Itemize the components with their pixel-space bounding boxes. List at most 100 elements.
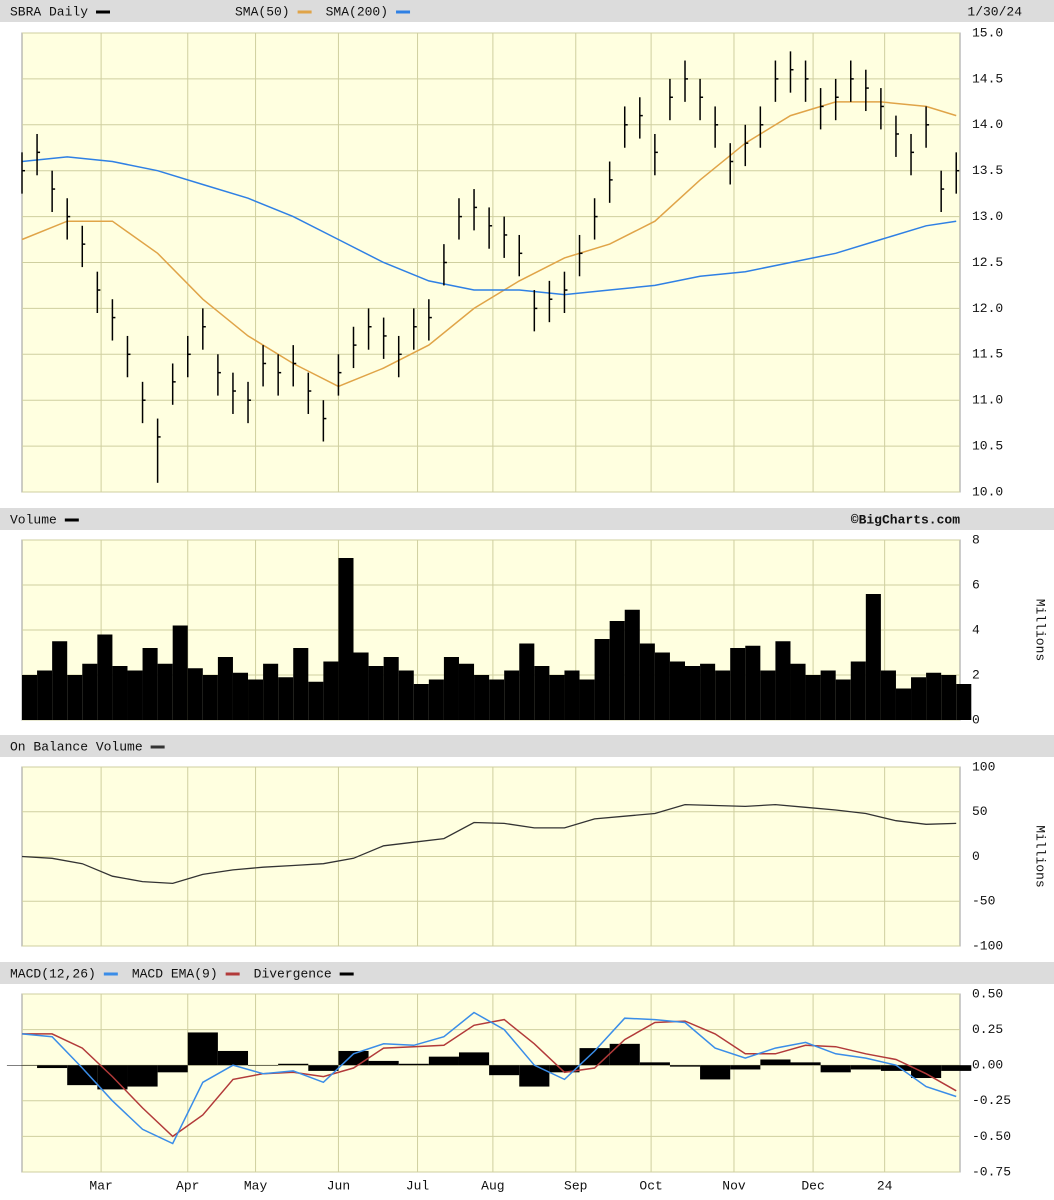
x-tick-label: 24 <box>877 1178 893 1193</box>
panel-header <box>0 508 1054 530</box>
legend-label: MACD(12,26) <box>10 966 96 981</box>
volume-bar <box>730 648 746 720</box>
volume-bar <box>458 663 475 720</box>
y-tick-label: 14.5 <box>972 71 1003 86</box>
volume-bar <box>519 643 535 720</box>
volume-bar <box>745 645 761 720</box>
legend-label: SMA(50) <box>235 4 290 19</box>
divergence-bar <box>549 1065 580 1073</box>
volume-bar <box>835 679 851 720</box>
volume-bar <box>895 688 912 720</box>
axis-label: Millions <box>1033 599 1048 661</box>
y-tick-label: 4 <box>972 622 980 637</box>
volume-bar <box>760 670 776 720</box>
x-tick-label: Apr <box>176 1178 199 1193</box>
volume-bar <box>142 648 158 720</box>
y-tick-label: 0.00 <box>972 1058 1003 1073</box>
divergence-bar <box>941 1065 972 1071</box>
divergence-bar <box>67 1065 98 1086</box>
x-tick-label: Aug <box>481 1178 504 1193</box>
volume-bar <box>308 681 324 720</box>
obv-line <box>21 803 957 885</box>
y-tick-label: -50 <box>972 894 995 909</box>
y-tick-label: -100 <box>972 938 1003 953</box>
legend-label: On Balance Volume <box>10 739 143 754</box>
volume-bar <box>112 666 128 720</box>
divergence-bar <box>639 1062 670 1066</box>
volume-bar <box>97 634 113 720</box>
legend-label: Volume <box>10 512 57 527</box>
divergence-bar <box>157 1065 188 1073</box>
y-tick-label: 14.0 <box>972 117 1003 132</box>
divergence-bar <box>368 1060 399 1066</box>
y-tick-label: 12.0 <box>972 301 1003 316</box>
volume-bar <box>263 663 279 720</box>
volume-bar <box>22 675 38 720</box>
y-tick-label: 13.0 <box>972 209 1003 224</box>
panel-header <box>0 0 1054 22</box>
volume-bar <box>278 677 294 720</box>
volume-bar <box>700 663 716 720</box>
volume-bar <box>293 648 309 720</box>
volume-bar <box>956 684 972 720</box>
volume-bar <box>383 657 399 720</box>
legend-label: Divergence <box>254 966 332 981</box>
volume-bar <box>232 672 249 720</box>
y-tick-label: 2 <box>972 667 980 682</box>
volume-bar <box>669 661 686 720</box>
divergence-bar <box>760 1059 791 1066</box>
volume-bar <box>52 641 68 720</box>
volume-bar <box>248 679 264 720</box>
volume-bar <box>534 666 550 720</box>
volume-bar <box>474 675 490 720</box>
volume-bar <box>775 641 791 720</box>
y-tick-label: 0 <box>972 849 980 864</box>
y-tick-label: 13.5 <box>972 163 1003 178</box>
divergence-bar <box>820 1065 851 1073</box>
volume-bar <box>865 594 881 720</box>
volume-bar <box>37 670 53 720</box>
divergence-bar <box>398 1063 429 1066</box>
divergence-bar <box>37 1065 68 1069</box>
volume-bar <box>594 639 610 720</box>
volume-bar <box>82 663 98 720</box>
volume-bar <box>624 609 640 720</box>
divergence-bar <box>700 1065 731 1080</box>
divergence-bar <box>458 1052 490 1066</box>
y-tick-label: 11.5 <box>972 347 1003 362</box>
volume-bar <box>911 677 927 720</box>
sma-line <box>21 156 957 296</box>
x-tick-label: Mar <box>89 1178 112 1193</box>
divergence-bar <box>880 1065 912 1071</box>
volume-bar <box>549 675 565 720</box>
y-tick-label: 0.50 <box>972 986 1003 1001</box>
y-tick-label: -0.25 <box>972 1093 1011 1108</box>
y-tick-label: 100 <box>972 759 995 774</box>
x-tick-label: May <box>244 1178 268 1193</box>
x-tick-label: Oct <box>639 1178 662 1193</box>
panel-header <box>0 962 1054 984</box>
y-tick-label: 0.25 <box>972 1022 1003 1037</box>
legend-label: MACD EMA(9) <box>132 966 218 981</box>
volume-bar <box>504 670 520 720</box>
volume-bar <box>685 666 701 720</box>
volume-bar <box>398 670 414 720</box>
divergence-bar <box>790 1062 821 1066</box>
volume-bar <box>368 666 384 720</box>
volume-bar <box>639 643 655 720</box>
divergence-bar <box>248 1065 279 1066</box>
y-tick-label: 50 <box>972 804 988 819</box>
volume-bar <box>941 675 957 720</box>
divergence-bar <box>428 1056 459 1066</box>
divergence-bar <box>730 1065 761 1070</box>
x-tick-label: Jun <box>327 1178 350 1193</box>
volume-bar <box>338 558 354 720</box>
axis-label: Millions <box>1033 825 1048 887</box>
y-tick-label: -0.50 <box>972 1129 1011 1144</box>
volume-bar <box>443 657 459 720</box>
volume-bar <box>609 621 625 720</box>
divergence-bar <box>6 1065 38 1066</box>
divergence-bar <box>278 1063 309 1066</box>
x-tick-label: Dec <box>801 1178 824 1193</box>
